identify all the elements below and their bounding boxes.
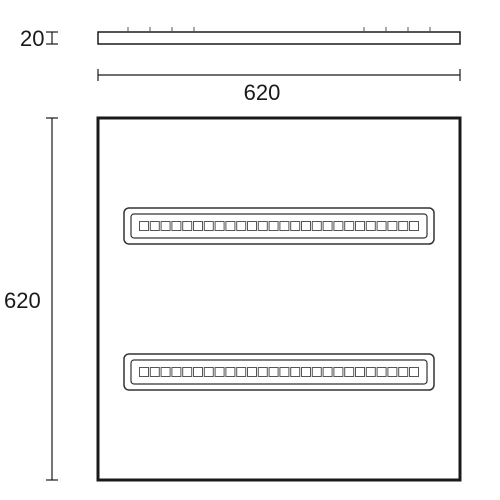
led-cell — [161, 222, 170, 231]
led-cell — [366, 368, 375, 377]
led-strip-1 — [124, 208, 434, 244]
side-view-frame — [98, 32, 460, 44]
led-cell — [248, 222, 257, 231]
led-cell — [356, 368, 365, 377]
led-cell — [140, 368, 149, 377]
led-cell — [302, 368, 311, 377]
led-cell — [161, 368, 170, 377]
led-strip-2 — [124, 354, 434, 390]
led-cell — [194, 222, 203, 231]
led-cell — [237, 368, 246, 377]
led-cell — [172, 368, 181, 377]
plan-view-frame — [98, 118, 460, 480]
led-cell — [388, 368, 397, 377]
led-cell — [140, 222, 149, 231]
label-width: 620 — [244, 80, 281, 105]
led-cell — [194, 368, 203, 377]
dim-thickness: 20 — [20, 26, 58, 51]
led-cell — [323, 368, 332, 377]
led-cell — [215, 368, 224, 377]
led-cell — [377, 222, 386, 231]
led-cell — [345, 368, 354, 377]
dim-height: 620 — [4, 118, 58, 480]
led-cell — [291, 368, 300, 377]
plan-view — [98, 118, 460, 480]
led-cell — [269, 222, 278, 231]
led-cell — [269, 368, 278, 377]
led-cell — [280, 368, 289, 377]
led-cell — [410, 222, 419, 231]
led-cell — [345, 222, 354, 231]
led-cell — [302, 222, 311, 231]
led-cell — [280, 222, 289, 231]
led-cell — [204, 222, 213, 231]
led-cell — [150, 222, 159, 231]
led-cell — [334, 222, 343, 231]
led-cell — [399, 368, 408, 377]
led-cell — [366, 222, 375, 231]
led-cell — [248, 368, 257, 377]
led-cell — [258, 368, 267, 377]
led-cell — [215, 222, 224, 231]
led-cell — [183, 368, 192, 377]
led-cell — [172, 222, 181, 231]
led-cell — [226, 222, 235, 231]
led-cell — [410, 368, 419, 377]
led-cell — [291, 222, 300, 231]
led-cell — [237, 222, 246, 231]
dim-width: 620 — [98, 69, 460, 105]
led-cell — [356, 222, 365, 231]
led-cell — [226, 368, 235, 377]
led-cell — [377, 368, 386, 377]
led-cell — [312, 368, 321, 377]
led-cell — [204, 368, 213, 377]
led-cell — [323, 222, 332, 231]
led-cell — [388, 222, 397, 231]
led-cell — [258, 222, 267, 231]
label-thickness: 20 — [20, 26, 44, 51]
led-cell — [183, 222, 192, 231]
led-cell — [312, 222, 321, 231]
label-height: 620 — [4, 288, 41, 313]
led-cell — [334, 368, 343, 377]
led-cell — [150, 368, 159, 377]
side-view — [98, 27, 460, 44]
led-cell — [399, 222, 408, 231]
